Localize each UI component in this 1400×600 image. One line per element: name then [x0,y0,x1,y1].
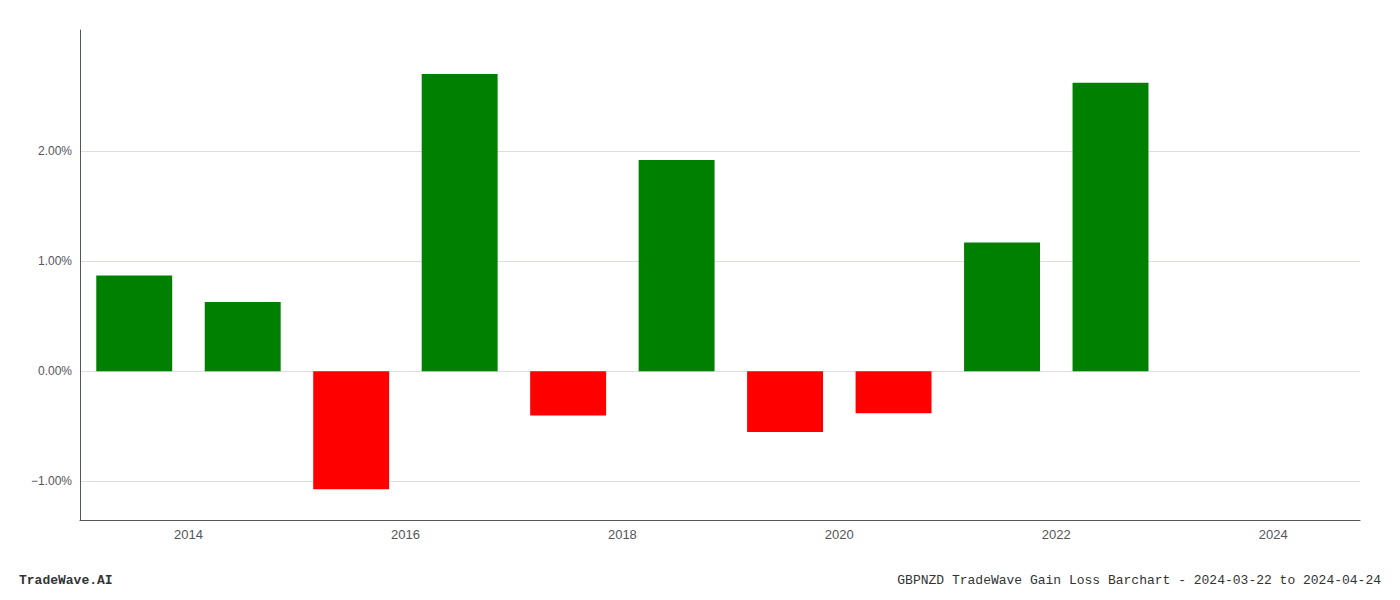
svg-text:2020: 2020 [825,527,854,542]
svg-text:0.00%: 0.00% [38,364,72,378]
svg-text:2022: 2022 [1042,527,1071,542]
svg-text:TradeWave.AI: TradeWave.AI [19,573,113,588]
svg-text:2016: 2016 [391,527,420,542]
svg-text:−1.00%: −1.00% [31,474,72,488]
svg-text:1.00%: 1.00% [38,254,72,268]
svg-text:2014: 2014 [174,527,203,542]
svg-text:2018: 2018 [608,527,637,542]
svg-text:GBPNZD TradeWave Gain Loss Bar: GBPNZD TradeWave Gain Loss Barchart - 20… [897,573,1381,588]
svg-text:2.00%: 2.00% [38,144,72,158]
svg-text:2024: 2024 [1259,527,1288,542]
